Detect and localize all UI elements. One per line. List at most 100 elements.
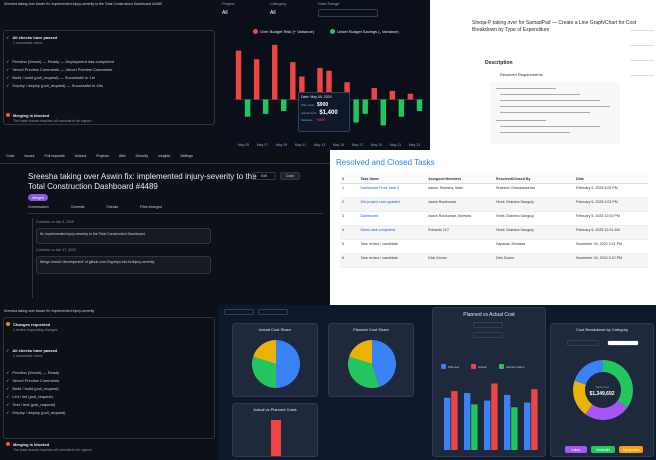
labor-button[interactable]: Labor xyxy=(565,446,587,453)
pie-slice[interactable] xyxy=(372,340,396,387)
check-row[interactable]: ✔ Test / test (pull_request) xyxy=(6,401,56,407)
actual-bar[interactable] xyxy=(451,391,458,450)
variance-bar[interactable] xyxy=(326,70,332,100)
variance-bar[interactable] xyxy=(253,59,260,100)
table-row[interactable]: 4 Demo task completed Eduardo YLT Vivek … xyxy=(340,225,648,240)
variance-bar[interactable] xyxy=(407,93,414,100)
check-row[interactable]: ✔ Lint / lint (pull_request) xyxy=(6,393,53,399)
table-row[interactable]: 3 Dashboard Aswin Ravikumar, Sreesha Viv… xyxy=(340,211,648,226)
legend-swatch xyxy=(471,364,476,369)
filter-project-select[interactable]: All xyxy=(222,10,228,16)
cost-breakdown-donut xyxy=(573,360,633,420)
pie-slice[interactable] xyxy=(348,356,380,388)
pie-slice[interactable] xyxy=(276,340,300,388)
timeline-line xyxy=(32,218,33,298)
variance-bar[interactable] xyxy=(244,99,251,117)
nav-pull-requests[interactable]: Pull requests xyxy=(44,154,65,158)
check-row[interactable]: ✔ Preview (Vercel) — Ready — Deployment … xyxy=(6,58,114,64)
nav-insights[interactable]: Insights xyxy=(158,154,171,158)
donut-slice[interactable] xyxy=(574,360,603,385)
check-row[interactable]: ✔ Vercel Preview Comments — Vercel Previ… xyxy=(6,66,113,72)
col-number: # xyxy=(340,175,359,184)
check-row[interactable]: ✔ Preview (Vercel) — Ready xyxy=(6,369,60,375)
planned-bar[interactable] xyxy=(524,402,531,451)
pie-slice[interactable] xyxy=(253,340,276,364)
donut-slice[interactable] xyxy=(585,400,628,420)
edit-button[interactable]: Edit xyxy=(252,172,276,180)
table-row[interactable]: 5 Task review / candidate Sapanac Zendaa… xyxy=(340,239,648,254)
tile-pr-conversation: Code Issues Pull requests Actions Projec… xyxy=(0,150,330,305)
planned-bar[interactable] xyxy=(504,394,511,450)
commit-card xyxy=(36,228,211,244)
table-row[interactable]: 6 Task review / candidate Dick Doctor Di… xyxy=(340,253,648,268)
nav-projects[interactable]: Projects xyxy=(96,154,109,158)
pie-slice[interactable] xyxy=(252,356,276,388)
date-range-input[interactable] xyxy=(318,9,378,17)
variance-bar[interactable] xyxy=(299,76,305,100)
nav-actions[interactable]: Actions xyxy=(74,154,87,158)
check-row[interactable]: ✔ Deploy / deploy (pull_request) — Succe… xyxy=(6,82,103,88)
variance-bar[interactable] xyxy=(353,99,359,123)
tile-issue-description: Sheqa-P taking over for SamadPad — Creat… xyxy=(430,0,656,150)
date-select[interactable] xyxy=(607,340,639,346)
filter-category-select[interactable]: All xyxy=(270,10,276,16)
merge-title: Merging is blocked xyxy=(13,112,50,118)
check-icon: ✔ xyxy=(6,66,10,72)
check-row[interactable]: ✔ Deploy / deploy (pull_request) xyxy=(6,409,66,415)
legend-swatch xyxy=(330,29,335,34)
variance-bar[interactable] xyxy=(362,99,368,114)
tab-commits[interactable]: Commits xyxy=(70,205,85,209)
check-row[interactable]: ✔ Build / build (pull_request) — Success… xyxy=(6,74,96,80)
merge-blocked-row: Merging is blocked xyxy=(6,441,49,447)
check-row[interactable]: ✔ Build / build (pull_request) xyxy=(6,385,59,391)
planned-bar[interactable] xyxy=(464,393,471,450)
tab-checks[interactable]: Checks xyxy=(106,205,119,209)
tab-files-changed[interactable]: Files changed xyxy=(140,205,162,209)
actual-bar[interactable] xyxy=(531,389,538,450)
variance-bar[interactable] xyxy=(235,50,242,100)
nav-settings[interactable]: Settings xyxy=(180,154,193,158)
nav-security[interactable]: Security xyxy=(135,154,149,158)
code-button[interactable]: Code xyxy=(280,172,300,180)
select-input[interactable] xyxy=(473,322,503,328)
actual-bar[interactable] xyxy=(511,407,518,450)
select-input[interactable] xyxy=(473,332,503,338)
materials-button[interactable]: Materials xyxy=(591,446,615,453)
actual-bar[interactable] xyxy=(491,383,498,451)
planned-share-pie xyxy=(348,340,396,388)
project-select[interactable] xyxy=(567,340,599,346)
commit-message[interactable]: fix: implemented injury-severity to the … xyxy=(40,232,145,236)
planned-bar[interactable] xyxy=(484,400,491,450)
card-title: Cost Breakdown by Category xyxy=(575,327,629,332)
variance-bar[interactable] xyxy=(281,99,287,112)
filter-select[interactable] xyxy=(258,309,288,315)
table-row[interactable]: 2 Get project cost updated Aswin Ravikum… xyxy=(340,197,648,212)
variance-bar[interactable] xyxy=(317,67,323,100)
pie-slice[interactable] xyxy=(349,340,372,364)
commit-message[interactable]: Merge branch 'development' of github.com… xyxy=(40,260,155,264)
variance-bar[interactable] xyxy=(290,62,296,100)
check-row[interactable]: ✔ Vercel Preview Comments xyxy=(6,377,60,383)
variance-bar[interactable] xyxy=(272,44,278,100)
variance-bar[interactable] xyxy=(371,88,377,100)
variance-bar[interactable] xyxy=(398,99,405,117)
donut-slice[interactable] xyxy=(603,360,633,408)
variance-bar[interactable] xyxy=(380,99,386,126)
variance-bar[interactable] xyxy=(262,99,269,114)
actual-bar[interactable] xyxy=(471,404,478,450)
planned-bar[interactable] xyxy=(444,397,451,450)
equipment-button[interactable]: Equipment xyxy=(619,446,643,453)
tab-conversation[interactable]: Conversation xyxy=(28,205,49,209)
variance-bar[interactable] xyxy=(344,82,350,100)
nav-issues[interactable]: Issues xyxy=(24,154,35,158)
legend-swatch xyxy=(441,364,446,369)
filter-select[interactable] xyxy=(224,309,254,315)
donut-slice[interactable] xyxy=(573,380,593,415)
nav-wiki[interactable]: Wiki xyxy=(118,154,126,158)
nav-code[interactable]: Code xyxy=(6,154,15,158)
variance-bar[interactable] xyxy=(389,90,396,100)
table-row[interactable]: 1 Dashboard Front Task 3 Aswin, Sreesha,… xyxy=(340,183,648,198)
check-icon: ✔ xyxy=(6,74,10,80)
tile-pie-dashboard: Actual Cost Share Planned Cost Share Act… xyxy=(218,305,430,460)
variance-bar[interactable] xyxy=(416,99,423,112)
